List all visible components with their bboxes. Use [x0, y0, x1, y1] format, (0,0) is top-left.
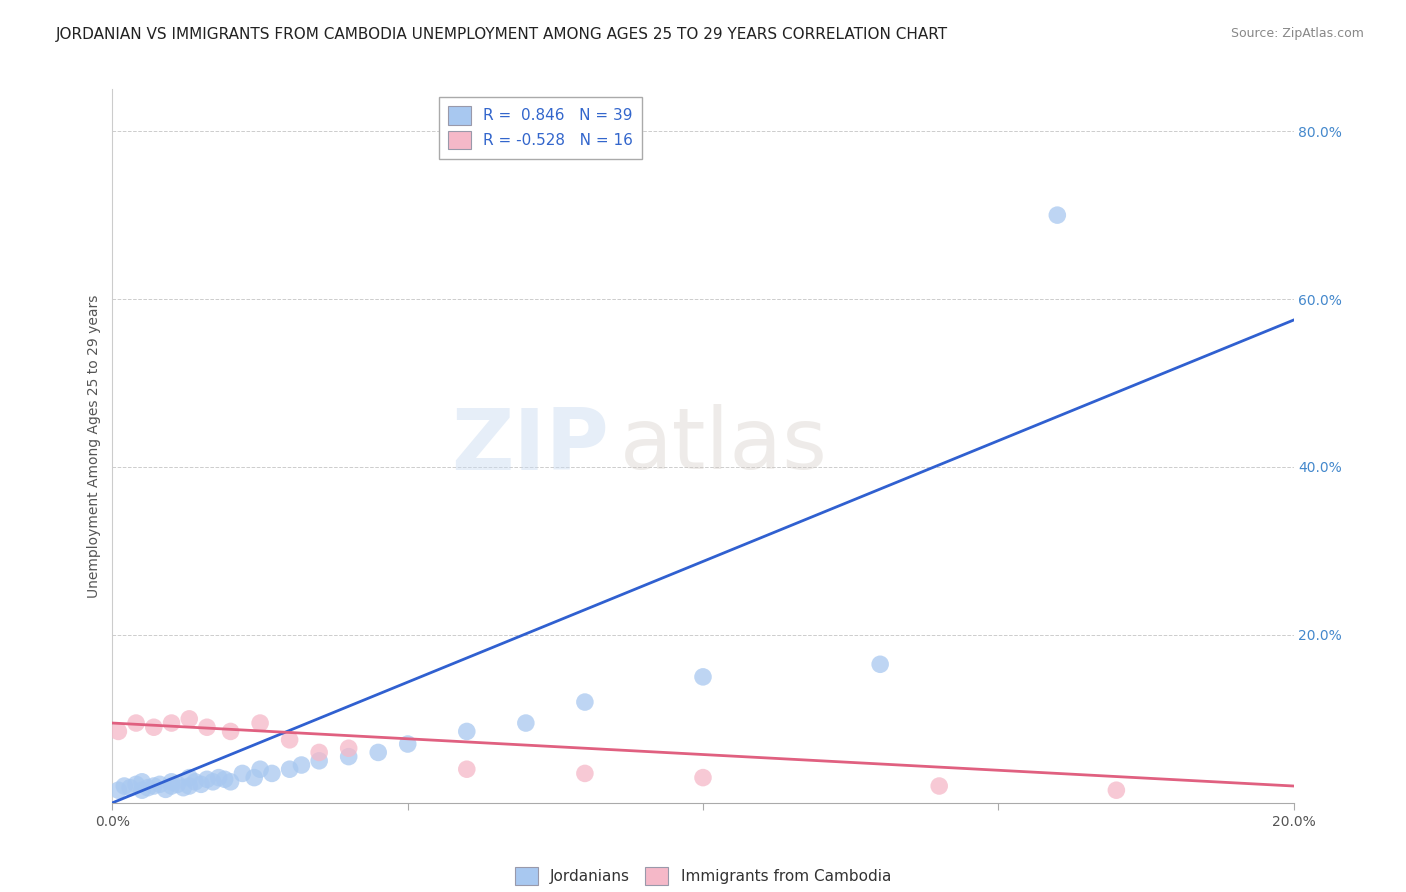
- Point: [515, 716, 537, 731]
- Point: [1046, 208, 1069, 222]
- Point: [179, 712, 201, 726]
- Point: [308, 754, 330, 768]
- Point: [260, 766, 283, 780]
- Point: [125, 716, 148, 731]
- Point: [142, 779, 165, 793]
- Point: [456, 724, 478, 739]
- Point: [107, 783, 129, 797]
- Point: [574, 695, 596, 709]
- Point: [125, 777, 148, 791]
- Point: [219, 774, 242, 789]
- Point: [367, 746, 389, 760]
- Point: [107, 724, 129, 739]
- Y-axis label: Unemployment Among Ages 25 to 29 years: Unemployment Among Ages 25 to 29 years: [87, 294, 101, 598]
- Point: [120, 780, 142, 795]
- Point: [160, 779, 183, 793]
- Point: [337, 749, 360, 764]
- Point: [142, 720, 165, 734]
- Point: [692, 771, 714, 785]
- Point: [184, 774, 207, 789]
- Point: [456, 762, 478, 776]
- Point: [1105, 783, 1128, 797]
- Point: [249, 716, 271, 731]
- Point: [243, 771, 266, 785]
- Point: [190, 777, 212, 791]
- Point: [231, 766, 253, 780]
- Text: JORDANIAN VS IMMIGRANTS FROM CAMBODIA UNEMPLOYMENT AMONG AGES 25 TO 29 YEARS COR: JORDANIAN VS IMMIGRANTS FROM CAMBODIA UN…: [56, 27, 949, 42]
- Point: [155, 782, 177, 797]
- Point: [278, 732, 301, 747]
- Point: [179, 779, 201, 793]
- Point: [337, 741, 360, 756]
- Point: [195, 772, 218, 787]
- Point: [172, 780, 194, 795]
- Point: [136, 780, 159, 795]
- Point: [112, 779, 135, 793]
- Point: [195, 720, 218, 734]
- Point: [308, 746, 330, 760]
- Point: [290, 758, 312, 772]
- Point: [201, 774, 224, 789]
- Point: [208, 771, 231, 785]
- Point: [692, 670, 714, 684]
- Text: ZIP: ZIP: [451, 404, 609, 488]
- Text: Source: ZipAtlas.com: Source: ZipAtlas.com: [1230, 27, 1364, 40]
- Point: [249, 762, 271, 776]
- Text: atlas: atlas: [620, 404, 828, 488]
- Point: [179, 771, 201, 785]
- Point: [160, 774, 183, 789]
- Point: [149, 777, 172, 791]
- Point: [396, 737, 419, 751]
- Point: [574, 766, 596, 780]
- Point: [166, 777, 188, 791]
- Point: [219, 724, 242, 739]
- Point: [214, 772, 236, 787]
- Point: [131, 783, 153, 797]
- Point: [869, 657, 891, 672]
- Point: [928, 779, 950, 793]
- Point: [278, 762, 301, 776]
- Point: [160, 716, 183, 731]
- Point: [131, 774, 153, 789]
- Legend: Jordanians, Immigrants from Cambodia: Jordanians, Immigrants from Cambodia: [509, 861, 897, 891]
